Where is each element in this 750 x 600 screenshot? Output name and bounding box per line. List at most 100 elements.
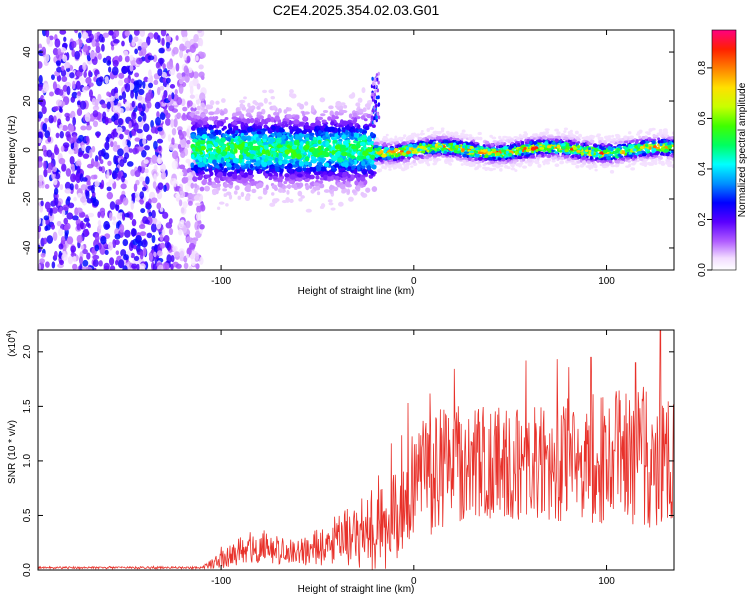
noise-cell — [136, 128, 143, 134]
transition-cell — [327, 173, 332, 177]
noise-cell — [128, 120, 132, 129]
transition-cell — [266, 160, 273, 166]
noise-cell — [72, 134, 77, 143]
noise-cell — [38, 263, 42, 270]
signal-cell — [583, 136, 588, 140]
noise-cell — [179, 138, 187, 148]
transition-cell — [318, 130, 322, 135]
noise-cell — [133, 30, 140, 36]
signal-cell — [659, 152, 665, 156]
noise-cell — [56, 74, 62, 82]
noise-cell — [134, 170, 141, 178]
transition-cell — [241, 129, 247, 134]
transition-cell — [331, 114, 336, 121]
noise-cell — [97, 211, 101, 218]
noise-cell — [61, 76, 68, 83]
noise-cell — [178, 85, 184, 94]
noise-cell — [38, 230, 41, 240]
signal-cell — [545, 161, 551, 165]
noise-cell — [64, 188, 72, 194]
signal-cell — [439, 135, 446, 140]
noise-cell — [192, 77, 199, 87]
signal-cell — [505, 150, 510, 155]
signal-cell — [419, 154, 424, 158]
noise-cell — [112, 216, 117, 221]
noise-cell — [80, 184, 88, 191]
signal-cell — [542, 162, 546, 166]
signal-cell — [482, 163, 486, 167]
noise-cell — [185, 158, 191, 164]
noise-cell — [191, 170, 196, 176]
transition-cell — [331, 155, 338, 162]
noise-cell — [97, 150, 105, 157]
spike-cell — [374, 89, 377, 94]
signal-cell — [446, 158, 452, 162]
transition-cell — [264, 173, 269, 179]
noise-cell — [92, 105, 100, 111]
transition-cell — [295, 128, 303, 134]
signal-cell — [432, 154, 438, 158]
transition-cell — [194, 183, 198, 189]
noise-cell — [77, 192, 83, 199]
transition-cell — [263, 97, 268, 104]
noise-cell — [41, 105, 47, 115]
signal-cell — [644, 140, 650, 144]
transition-cell — [242, 178, 248, 184]
transition-cell — [257, 196, 263, 200]
noise-cell — [41, 46, 47, 56]
transition-cell — [246, 135, 252, 141]
noise-cell — [110, 141, 114, 148]
transition-cell — [278, 156, 283, 161]
transition-cell — [296, 173, 303, 178]
noise-cell — [55, 60, 61, 66]
noise-cell — [129, 54, 134, 61]
signal-cell — [510, 163, 515, 168]
noise-cell — [146, 232, 153, 239]
signal-cell — [623, 136, 628, 141]
transition-cell — [305, 208, 312, 213]
transition-cell — [341, 151, 348, 157]
transition-cell — [357, 129, 362, 133]
signal-cell — [648, 128, 653, 132]
noise-cell — [185, 220, 191, 229]
noise-cell — [62, 250, 66, 258]
noise-cell — [151, 154, 158, 164]
transition-cell — [261, 118, 266, 125]
transition-cell — [305, 174, 312, 178]
transition-cell — [222, 161, 227, 167]
transition-cell — [318, 180, 324, 184]
noise-cell — [85, 266, 93, 270]
noise-cell — [61, 124, 69, 132]
noise-cell — [54, 197, 59, 206]
noise-cell — [88, 70, 92, 78]
signal-cell — [520, 140, 525, 145]
noise-cell — [158, 145, 162, 152]
transition-cell — [327, 116, 332, 121]
noise-cell — [173, 177, 177, 188]
transition-cell — [228, 194, 233, 200]
noise-cell — [113, 30, 120, 38]
signal-cell — [609, 169, 615, 174]
noise-cell — [56, 111, 62, 120]
transition-cell — [341, 171, 348, 178]
noise-cell — [138, 88, 145, 96]
transition-cell — [340, 144, 346, 149]
transition-cell — [344, 181, 351, 188]
noise-cell — [180, 30, 188, 37]
noise-cell — [58, 243, 64, 250]
transition-cell — [257, 102, 264, 107]
noise-cell — [92, 110, 99, 118]
noise-cell — [108, 257, 115, 266]
signal-cell — [550, 152, 555, 155]
signal-cell — [652, 145, 657, 149]
noise-cell — [121, 91, 127, 100]
signal-cell — [484, 140, 490, 145]
noise-cell — [181, 114, 188, 121]
transition-cell — [271, 198, 278, 204]
transition-cell — [321, 150, 327, 156]
signal-cell — [441, 148, 444, 152]
noise-cell — [75, 80, 81, 90]
noise-cell — [85, 135, 90, 143]
transition-cell — [281, 123, 285, 129]
noise-cell — [106, 101, 111, 110]
